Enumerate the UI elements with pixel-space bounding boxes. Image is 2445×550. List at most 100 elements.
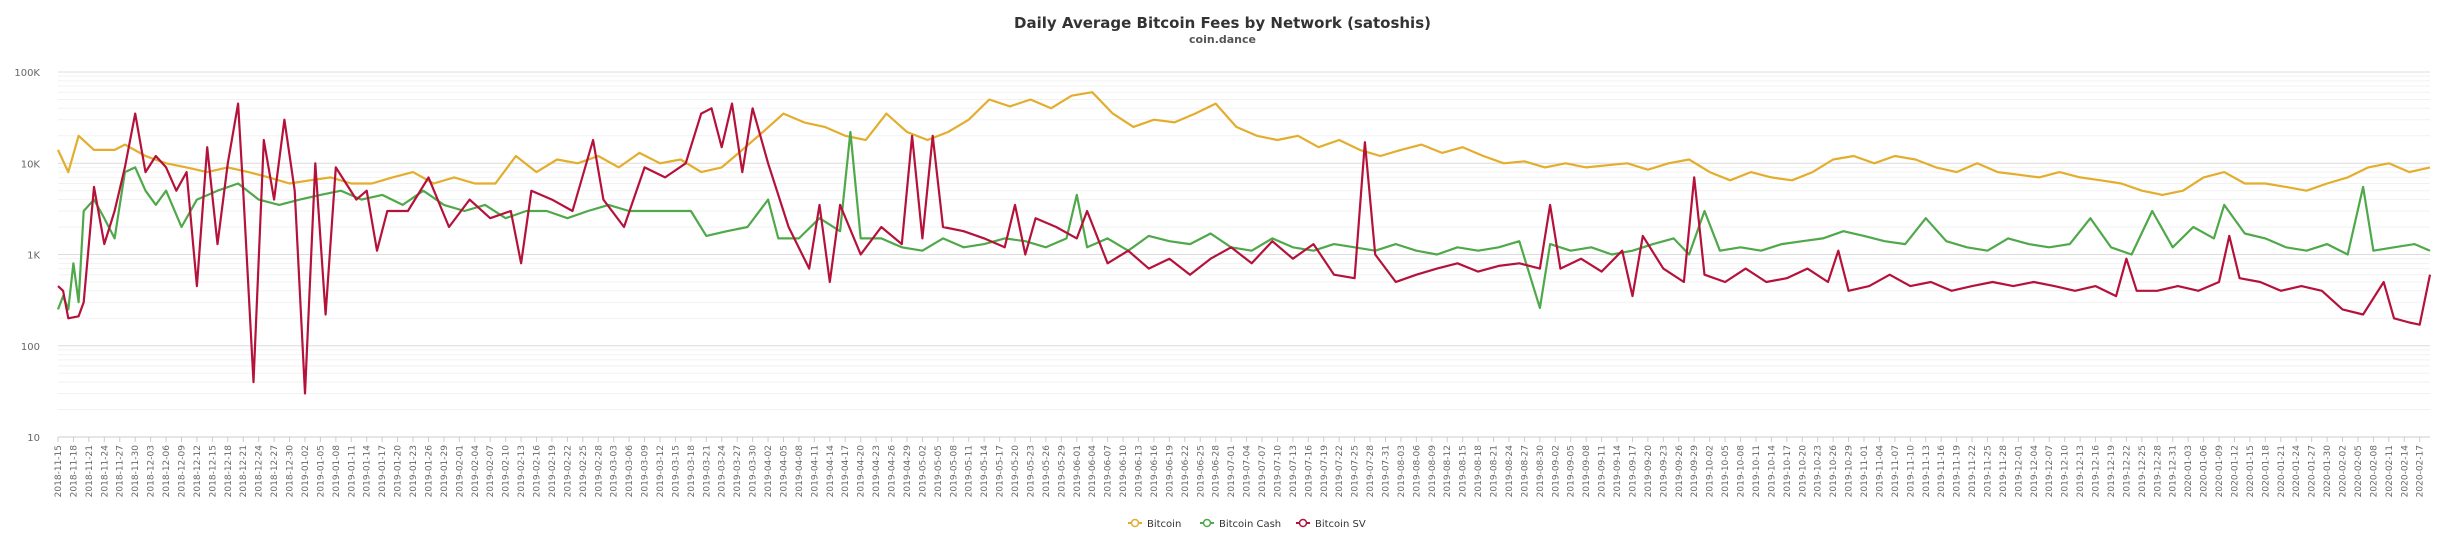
x-tick-label: 2019-03-24 (718, 445, 728, 498)
x-tick-label: 2019-10-23 (1814, 445, 1824, 497)
x-tick-label: 2019-02-28 (594, 445, 604, 498)
x-tick-label: 2019-11-25 (1984, 445, 1994, 497)
x-tick-label: 2019-03-18 (687, 445, 697, 498)
x-tick-label: 2018-12-30 (286, 445, 296, 498)
x-tick-label: 2019-06-13 (1135, 445, 1145, 497)
x-tick-label: 2018-12-06 (162, 445, 172, 498)
x-tick-label: 2019-01-05 (316, 445, 326, 497)
x-tick-label: 2019-02-22 (563, 445, 573, 497)
legend-label-bitcoin-cash: Bitcoin Cash (1219, 519, 1281, 530)
x-tick-label: 2019-07-07 (1258, 445, 1268, 497)
x-tick-label: 2019-09-11 (1598, 445, 1608, 497)
x-tick-label: 2019-02-25 (579, 445, 589, 497)
x-tick-label: 2019-09-14 (1613, 445, 1623, 498)
x-tick-label: 2020-01-21 (2277, 445, 2287, 497)
x-tick-label: 2018-11-18 (69, 445, 79, 498)
x-tick-label: 2019-10-17 (1783, 445, 1793, 497)
x-tick-label: 2019-11-10 (1906, 445, 1916, 498)
x-tick-label: 2019-12-22 (2122, 445, 2132, 497)
x-tick-label: 2019-11-04 (1875, 445, 1885, 498)
x-tick-label: 2019-10-14 (1767, 445, 1777, 498)
x-tick-label: 2019-07-25 (1351, 445, 1361, 497)
x-tick-label: 2020-01-15 (2246, 445, 2256, 497)
x-tick-label: 2019-08-18 (1474, 445, 1484, 498)
x-tick-label: 2019-07-04 (1243, 445, 1253, 498)
x-tick-label: 2019-01-17 (378, 445, 388, 497)
x-tick-label: 2019-05-11 (965, 445, 975, 497)
x-tick-label: 2019-09-29 (1690, 445, 1700, 498)
x-tick-label: 2019-08-03 (1397, 445, 1407, 497)
legend-label-bitcoin: Bitcoin (1147, 519, 1181, 530)
x-tick-label: 2018-12-15 (208, 445, 218, 497)
x-tick-label: 2019-03-27 (733, 445, 743, 497)
x-tick-label: 2019-11-28 (1999, 445, 2009, 498)
series-line-bitcoin (57, 91, 2431, 196)
x-tick-label: 2019-07-13 (1289, 445, 1299, 497)
x-tick-label: 2019-04-17 (841, 445, 851, 497)
series-line-bitcoin-cash (56, 130, 2431, 311)
x-tick-label: 2019-12-13 (2076, 445, 2086, 497)
x-tick-label: 2019-07-22 (1335, 445, 1345, 497)
y-tick-label: 10 (27, 433, 40, 444)
x-tick-label: 2019-03-09 (641, 445, 651, 498)
x-tick-label: 2019-06-16 (1150, 445, 1160, 498)
x-tick-label: 2019-03-21 (702, 445, 712, 497)
x-tick-label: 2019-08-12 (1443, 445, 1453, 497)
x-tick-label: 2019-12-19 (2107, 445, 2117, 498)
x-tick-label: 2019-10-29 (1845, 445, 1855, 498)
x-tick-label: 2020-01-30 (2323, 445, 2333, 498)
x-tick-label: 2020-01-12 (2230, 445, 2240, 497)
x-tick-label: 2019-05-20 (1011, 445, 1021, 498)
x-tick-label: 2018-11-27 (116, 445, 126, 497)
x-tick-label: 2019-02-13 (517, 445, 527, 497)
x-tick-label: 2019-08-24 (1505, 445, 1515, 498)
x-tick-label: 2019-07-28 (1366, 445, 1376, 498)
x-tick-label: 2020-02-05 (2354, 445, 2364, 497)
x-tick-label: 2019-06-04 (1088, 445, 1098, 498)
x-tick-label: 2018-11-15 (54, 445, 64, 497)
x-tick-label: 2019-04-08 (795, 445, 805, 498)
x-tick-label: 2019-01-23 (409, 445, 419, 497)
x-tick-label: 2019-11-01 (1860, 445, 1870, 497)
x-tick-label: 2019-02-19 (548, 445, 558, 498)
legend-marker-bitcoin (1130, 518, 1140, 528)
x-tick-label: 2020-02-14 (2400, 445, 2410, 498)
x-tick-label: 2019-05-05 (934, 445, 944, 497)
x-tick-label: 2019-12-01 (2014, 445, 2024, 497)
x-tick-label: 2019-03-06 (625, 445, 635, 498)
x-tick-label: 2019-09-17 (1628, 445, 1638, 497)
x-tick-label: 2019-08-21 (1490, 445, 1500, 497)
x-tick-label: 2018-12-24 (255, 445, 265, 498)
x-tick-label: 2019-07-10 (1273, 445, 1283, 498)
x-tick-label: 2019-08-06 (1412, 445, 1422, 498)
x-tick-label: 2019-01-02 (301, 445, 311, 497)
x-tick-label: 2019-11-07 (1891, 445, 1901, 497)
x-tick-label: 2018-12-18 (224, 445, 234, 498)
x-tick-label: 2019-03-03 (610, 445, 620, 497)
x-tick-label: 2020-01-09 (2215, 445, 2225, 498)
chart-subtitle: coin.dance (1189, 33, 1256, 46)
y-tick-label: 1K (27, 251, 40, 262)
x-tick-label: 2019-11-19 (1953, 445, 1963, 498)
x-tick-label: 2019-08-27 (1520, 445, 1530, 497)
x-tick-label: 2019-09-02 (1551, 445, 1561, 497)
x-tick-label: 2019-04-26 (888, 445, 898, 498)
x-tick-label: 2019-05-02 (918, 445, 928, 497)
x-tick-label: 2019-11-22 (1968, 445, 1978, 497)
x-tick-label: 2019-12-07 (2045, 445, 2055, 497)
x-tick-label: 2019-03-30 (749, 445, 759, 498)
x-tick-label: 2019-08-15 (1459, 445, 1469, 497)
x-tick-label: 2018-12-21 (239, 445, 249, 497)
x-tick-label: 2019-01-14 (363, 445, 373, 498)
x-tick-label: 2018-12-09 (177, 445, 187, 498)
x-tick-label: 2019-10-26 (1829, 445, 1839, 498)
legend-marker-bitcoin-cash (1202, 518, 1212, 528)
y-tick-label: 100K (14, 68, 40, 79)
x-tick-label: 2020-01-18 (2261, 445, 2271, 498)
x-tick-label: 2020-02-11 (2385, 445, 2395, 497)
x-tick-label: 2019-05-29 (1057, 445, 1067, 498)
x-tick-label: 2019-05-14 (980, 445, 990, 498)
x-tick-label: 2019-04-29 (903, 445, 913, 498)
